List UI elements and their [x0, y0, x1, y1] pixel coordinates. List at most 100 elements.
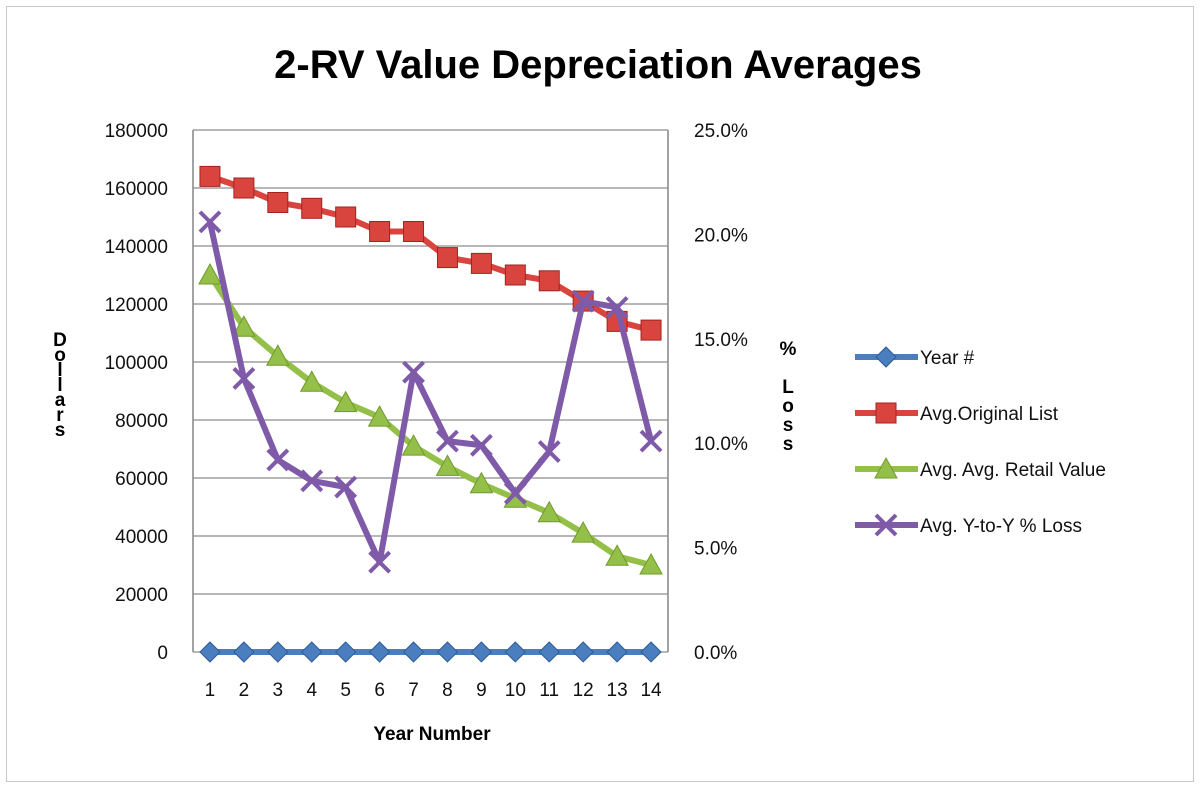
x-tick-label: 13	[607, 680, 628, 701]
x-tick-label: 9	[476, 680, 487, 701]
series-0	[199, 641, 662, 663]
data-point	[301, 197, 323, 219]
chart-title: 2-RV Value Depreciation Averages	[274, 43, 922, 87]
legend-item: Year #	[855, 346, 975, 369]
data-point	[232, 315, 256, 337]
y2-tick-label: 5.0%	[694, 539, 737, 560]
x-tick-label: 2	[239, 680, 250, 701]
legend-item: Avg. Avg. Retail Value	[855, 456, 1106, 481]
data-point	[401, 434, 426, 456]
series-layer	[198, 165, 663, 663]
x-tick-label: 6	[374, 680, 385, 701]
y-tick-label: 160000	[105, 179, 168, 200]
data-point	[232, 367, 256, 390]
data-point	[640, 319, 662, 341]
data-point	[504, 264, 526, 286]
y-tick-label: 80000	[115, 411, 168, 432]
series-line	[207, 221, 654, 566]
legend-marker	[874, 513, 898, 537]
data-point	[571, 521, 596, 543]
legend-label: Year #	[920, 348, 975, 369]
y-tick-label: 0	[157, 643, 168, 664]
gridlines	[192, 129, 669, 653]
data-point	[199, 641, 221, 663]
y-tick-label: 100000	[105, 353, 168, 374]
legend-marker	[875, 402, 897, 424]
legend-marker	[875, 346, 897, 368]
data-point	[198, 210, 222, 234]
data-point	[333, 390, 358, 413]
y-tick-label: 120000	[105, 295, 168, 316]
data-point	[367, 405, 392, 427]
series-3	[198, 210, 663, 574]
y2-tick-label: 15.0%	[694, 330, 748, 351]
data-point	[469, 433, 493, 457]
data-point	[537, 440, 561, 463]
data-point	[469, 471, 494, 494]
data-point	[639, 429, 663, 453]
data-point	[572, 641, 594, 663]
y-tick-label: 60000	[115, 469, 168, 490]
data-point	[402, 641, 425, 663]
data-point	[640, 641, 662, 663]
data-point	[639, 552, 663, 575]
legend-label: Avg.Original List	[920, 404, 1059, 425]
x-tick-label: 14	[640, 680, 662, 701]
x-axis-title: Year Number	[373, 724, 491, 745]
legend-item: Avg.Original List	[855, 402, 1059, 425]
legend: Year # Avg.Original List Avg. Avg. Retail …	[855, 346, 1106, 537]
data-point	[233, 641, 255, 663]
series-1	[199, 165, 662, 341]
y-tick-label: 180000	[105, 121, 168, 142]
data-point	[503, 481, 527, 505]
data-point	[267, 192, 289, 213]
data-point	[300, 469, 324, 493]
data-point	[403, 221, 425, 242]
y-tick-label: 140000	[105, 237, 168, 258]
data-point	[605, 296, 629, 319]
series-2	[198, 262, 663, 575]
data-point	[435, 454, 460, 476]
x-tick-label: 10	[505, 680, 526, 701]
data-point	[369, 221, 391, 242]
data-point	[470, 252, 492, 274]
data-point	[605, 544, 629, 566]
data-point	[301, 641, 323, 663]
x-tick-label: 5	[340, 680, 351, 701]
data-point	[436, 429, 459, 453]
data-point	[470, 641, 493, 663]
y2-tick-label: 25.0%	[694, 121, 748, 142]
legend-label: Avg. Avg. Retail Value	[920, 460, 1106, 481]
data-point	[267, 641, 289, 663]
data-point	[335, 206, 357, 228]
x-tick-label: 12	[573, 680, 594, 701]
right-axis-ticks: 0.0% 5.0% 10.0% 15.0% 20.0% 25.0%	[694, 121, 748, 664]
x-tick-label: 7	[408, 680, 419, 701]
data-point	[199, 165, 221, 187]
data-point	[436, 641, 459, 663]
data-point	[265, 344, 290, 366]
data-point	[368, 641, 391, 663]
left-axis-ticks: 0 20000 40000 60000 80000 100000 120000 140000 1…	[105, 121, 168, 664]
data-point	[233, 177, 255, 199]
data-point	[606, 641, 628, 663]
x-tick-label: 8	[442, 680, 453, 701]
legend-label: Avg. Y-to-Y % Loss	[920, 516, 1082, 537]
legend-marker	[874, 456, 898, 479]
x-tick-label: 3	[273, 680, 284, 701]
y2-tick-label: 10.0%	[694, 434, 748, 455]
data-point	[368, 550, 392, 574]
data-point	[198, 262, 222, 285]
x-axis-ticks: 1 2 3 4 5 6 7 8 9 10 11 12 13 14	[205, 680, 662, 701]
data-point	[538, 641, 560, 663]
data-point	[504, 641, 527, 663]
y-tick-label: 20000	[115, 585, 168, 606]
legend-item: Avg. Y-to-Y % Loss	[855, 513, 1082, 537]
data-point	[334, 641, 357, 663]
data-point	[334, 475, 358, 499]
data-point	[299, 370, 324, 392]
